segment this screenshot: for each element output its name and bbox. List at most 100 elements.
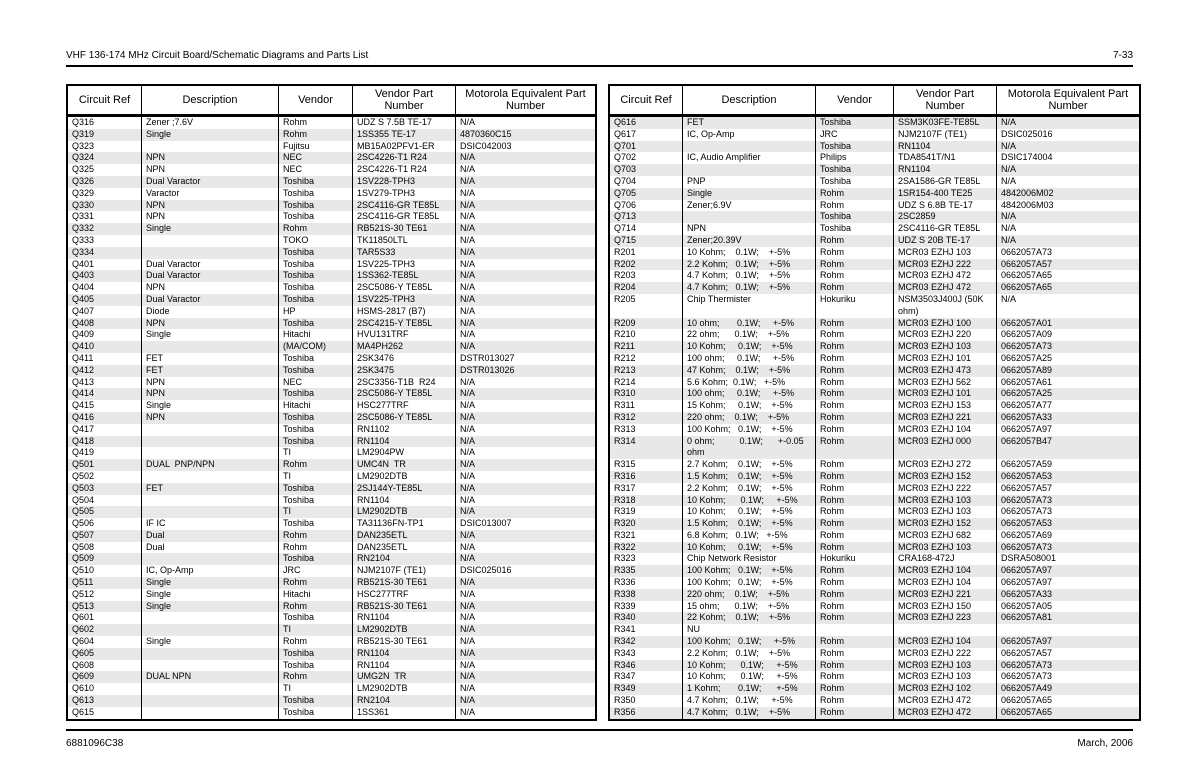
- motorola-part-number-cell: 0662057A97: [1001, 565, 1053, 576]
- circuit-ref-cell: Q415: [68, 400, 142, 412]
- parts-tables: Circuit Ref Description Vendor Vendor Part …: [66, 84, 1141, 721]
- vendor-cell: Rohm: [816, 388, 894, 401]
- vendor-part-number-cell: RN2104: [353, 695, 456, 707]
- vendor-cell: Rohm: [816, 706, 894, 719]
- description-cell: Single: [142, 600, 279, 613]
- table-row: Q418 Toshiba RN1104 N/A: [68, 435, 595, 448]
- motorola-part-number-cell: N/A: [460, 695, 476, 706]
- description-cell: Dual Varactor: [142, 175, 279, 188]
- vendor-part-number-cell: MCR03 EZHJ 221: [894, 411, 997, 424]
- table-row: Q408 NPN Toshiba 2SC4215-Y TE85L N/A: [68, 317, 595, 330]
- description-cell: Dual: [142, 529, 279, 542]
- motorola-part-number-cell: DSIC042003: [460, 140, 512, 151]
- vendor-cell: TI: [279, 506, 353, 519]
- table-row: Q601 Toshiba RN1104 N/A: [68, 612, 595, 625]
- circuit-ref-cell: R350: [610, 695, 683, 707]
- vendor-part-number-cell: HVU131TRF: [353, 329, 456, 342]
- description-cell: 2.2 Kohm; 0.1W; +-5%: [683, 647, 816, 660]
- circuit-ref-cell: R201: [610, 246, 683, 259]
- description-cell: [142, 435, 279, 448]
- circuit-ref-cell: Q405: [68, 293, 142, 306]
- motorola-part-number-cell: N/A: [460, 376, 476, 387]
- vendor-cell: NEC: [279, 152, 353, 165]
- motorola-part-number-cell: N/A: [460, 577, 476, 588]
- column-header: Vendor Part Number: [353, 86, 456, 114]
- circuit-ref-cell: R356: [610, 706, 683, 719]
- vendor-part-number-cell: LM2904PW: [353, 447, 456, 460]
- vendor-part-number-cell: MB15A02PFV1-ER: [353, 140, 456, 153]
- vendor-part-number-cell: RN2104: [353, 553, 456, 566]
- vendor-part-number-cell: MCR03 EZHJ 103: [894, 341, 997, 353]
- table-row: R214 5.6 Kohm; 0.1W; +-5% Rohm MCR03 EZHJ 5…: [610, 376, 1139, 389]
- motorola-part-number-cell: N/A: [460, 706, 476, 717]
- vendor-part-number-cell: MCR03 EZHJ 472: [894, 695, 997, 707]
- table-row: R322 10 Kohm; 0.1W; +-5% Rohm MCR03 EZHJ 10…: [610, 541, 1139, 554]
- circuit-ref-cell: R202: [610, 258, 683, 271]
- motorola-part-number-cell: N/A: [460, 612, 476, 623]
- table-row: Q403 Dual Varactor Toshiba 1SS362-TE85L N/A: [68, 270, 595, 283]
- vendor-part-number-cell: 1SV228-TPH3: [353, 175, 456, 188]
- vendor-part-number-cell: CRA168-472J: [894, 553, 997, 566]
- description-cell: NPN: [142, 411, 279, 424]
- motorola-part-number-cell: N/A: [460, 659, 476, 670]
- table-row: R318 10 Kohm; 0.1W; +-5% Rohm MCR03 EZHJ 10…: [610, 494, 1139, 507]
- circuit-ref-cell: R319: [610, 506, 683, 519]
- table-row: Q616 FET Toshiba SSM3K03FE-TE85L N/A: [610, 117, 1139, 129]
- circuit-ref-cell: Q609: [68, 671, 142, 684]
- description-cell: NPN: [142, 376, 279, 389]
- vendor-part-number-cell: MCR03 EZHJ 104: [894, 577, 997, 589]
- circuit-ref-cell: Q608: [68, 659, 142, 672]
- description-cell: 100 Kohm; 0.1W; +-5%: [683, 423, 816, 436]
- vendor-part-number-cell: MCR03 EZHJ 104: [894, 636, 997, 648]
- table-row: Q411 FET Toshiba 2SK3476 DSTR013027: [68, 352, 595, 365]
- vendor-part-number-cell: RN1104: [353, 647, 456, 660]
- vendor-cell: Rohm: [279, 541, 353, 554]
- footer-rule: [66, 729, 1133, 731]
- footer-part-number: 6881096C38: [66, 738, 124, 749]
- circuit-ref-cell: R335: [610, 565, 683, 578]
- vendor-part-number-cell: RB521S-30 TE61: [353, 577, 456, 589]
- vendor-cell: Rohm: [816, 518, 894, 530]
- vendor-cell: Rohm: [816, 541, 894, 554]
- motorola-part-number-cell: 0662057B47: [1001, 435, 1053, 446]
- circuit-ref-cell: Q513: [68, 600, 142, 613]
- vendor-cell: (MA/COM): [279, 341, 353, 353]
- description-cell: 15 ohm; 0.1W; +-5%: [683, 600, 816, 613]
- description-cell: 1.5 Kohm; 0.1W; +-5%: [683, 470, 816, 483]
- vendor-part-number-cell: NJM2107F (TE1): [894, 128, 997, 141]
- vendor-part-number-cell: 2SC4226-T1 R24: [353, 152, 456, 165]
- motorola-part-number-cell: 0662057A77: [1001, 400, 1053, 411]
- motorola-part-number-cell: N/A: [460, 152, 476, 163]
- table-row: R204 4.7 Kohm; 0.1W; +-5% Rohm MCR03 EZHJ 4…: [610, 282, 1139, 294]
- column-header: Motorola Equivalent Part Number: [1007, 88, 1129, 112]
- vendor-cell: TI: [279, 624, 353, 637]
- circuit-ref-cell: R209: [610, 317, 683, 330]
- motorola-part-number-cell: 0662057A89: [1001, 364, 1053, 375]
- circuit-ref-cell: Q329: [68, 187, 142, 200]
- vendor-part-number-cell: MCR03 EZHJ 473: [894, 364, 997, 377]
- description-cell: 100 ohm; 0.1W; +-5%: [683, 388, 816, 401]
- table-row: Q319 Single Rohm 1SS355 TE-17 4870360C15: [68, 128, 595, 141]
- vendor-cell: TI: [279, 447, 353, 460]
- table-row: Q412 FET Toshiba 2SK3475 DSTR013026: [68, 364, 595, 377]
- description-cell: FET: [683, 117, 816, 129]
- vendor-part-number-cell: MCR03 EZHJ 682: [894, 529, 997, 542]
- motorola-part-number-cell: N/A: [460, 199, 476, 210]
- vendor-cell: Fujitsu: [279, 140, 353, 153]
- table-row: Q326 Dual Varactor Toshiba 1SV228-TPH3 N/A: [68, 175, 595, 188]
- table-row: R212 100 ohm; 0.1W; +-5% Rohm MCR03 EZHJ 10…: [610, 352, 1139, 365]
- circuit-ref-cell: Q404: [68, 282, 142, 294]
- description-cell: 100 Kohm; 0.1W; +-5%: [683, 577, 816, 589]
- vendor-cell: Rohm: [816, 588, 894, 601]
- description-cell: PNP: [683, 175, 816, 188]
- table-row: Q704 PNP Toshiba 2SA1586-GR TE85L N/A: [610, 175, 1139, 188]
- motorola-part-number-cell: N/A: [460, 482, 476, 493]
- description-cell: Single: [142, 636, 279, 648]
- motorola-part-number-cell: N/A: [460, 470, 476, 481]
- table-row: Q504 Toshiba RN1104 N/A: [68, 494, 595, 507]
- vendor-cell: Hitachi: [279, 329, 353, 342]
- description-cell: 220 ohm; 0.1W; +-5%: [683, 411, 816, 424]
- vendor-cell: HP: [279, 305, 353, 318]
- circuit-ref-cell: R213: [610, 364, 683, 377]
- description-cell: [142, 553, 279, 566]
